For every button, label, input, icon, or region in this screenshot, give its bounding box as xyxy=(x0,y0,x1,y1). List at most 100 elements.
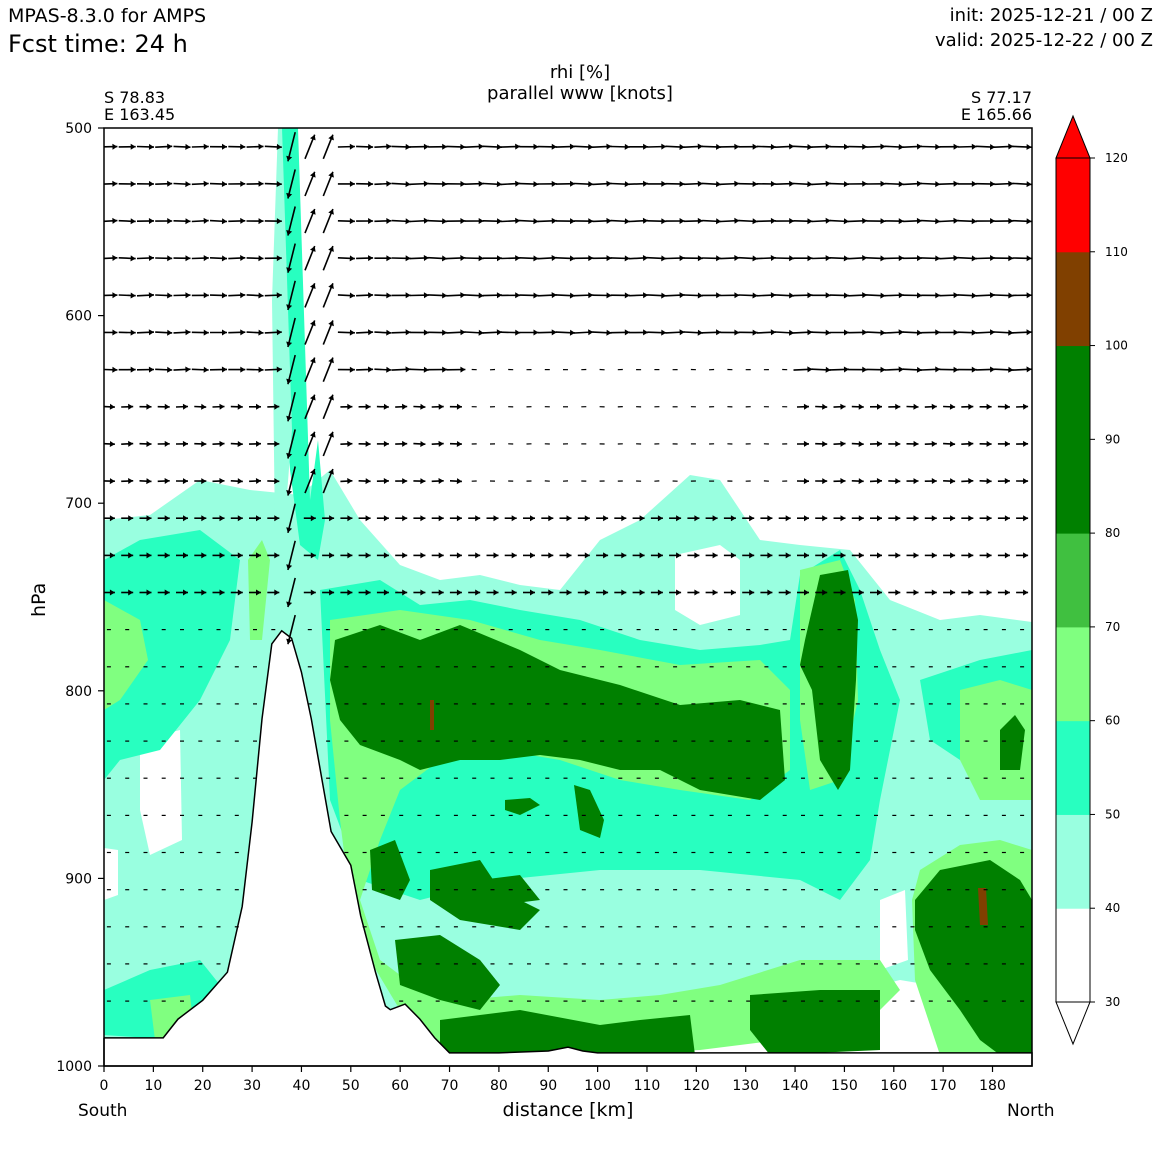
x-tick-label: 80 xyxy=(490,1078,508,1094)
wind-arrow-head xyxy=(349,143,355,150)
wind-arrow-head xyxy=(676,589,682,596)
wind-arrow-head xyxy=(676,515,682,522)
wind-arrow-head xyxy=(844,143,849,150)
wind-arrow-head xyxy=(258,255,264,262)
wind-arrow-head xyxy=(1008,255,1014,262)
wind-arrow-head xyxy=(240,143,246,150)
wind-arrow-head xyxy=(349,329,355,336)
wind-arrow-head xyxy=(286,192,293,199)
wind-arrow-head xyxy=(515,292,521,299)
wind-arrow-head xyxy=(734,217,740,224)
wind-arrow-head xyxy=(442,292,448,299)
wind-arrow-head xyxy=(624,292,630,299)
wind-arrow-head xyxy=(130,143,136,150)
wind-arrow-head xyxy=(460,143,466,150)
wind-arrow-head xyxy=(286,155,293,162)
wind-arrow-head xyxy=(402,552,408,559)
wind-arrow-head xyxy=(203,366,209,373)
wind-arrow-head xyxy=(804,589,809,596)
wind-arrow-head xyxy=(365,403,371,410)
wind-arrow-head xyxy=(880,218,886,225)
wind-arrow-head xyxy=(256,403,261,410)
south-label: South xyxy=(78,1101,128,1121)
wind-arrow-head xyxy=(442,329,448,336)
wind-arrow-head xyxy=(716,181,722,188)
wind-arrow-head xyxy=(843,218,849,225)
wind-arrow-head xyxy=(386,329,392,336)
wind-arrow-head xyxy=(310,171,316,178)
wind-arrow-head xyxy=(639,589,645,596)
wind-arrow-head xyxy=(916,143,922,150)
wind-arrow-head xyxy=(694,589,700,596)
wind-arrow-head xyxy=(898,218,904,225)
wind-arrow-head xyxy=(203,143,209,150)
colorbar-label: 30 xyxy=(1105,995,1120,1009)
wind-arrow-head xyxy=(276,143,282,150)
wind-arrow-head xyxy=(185,255,191,262)
rhi-80-region xyxy=(800,570,858,790)
wind-arrow-head xyxy=(785,515,791,522)
wind-arrow-head xyxy=(221,255,227,262)
wind-arrow-head xyxy=(493,515,499,522)
wind-arrow-head xyxy=(968,440,974,447)
wind-arrow-head xyxy=(328,431,334,438)
wind-arrow-head xyxy=(569,292,575,299)
wind-arrow-head xyxy=(570,180,575,187)
wind-arrow-head xyxy=(420,589,426,596)
wind-arrow-head xyxy=(497,255,502,262)
wind-arrow-head xyxy=(862,143,868,150)
wind-arrow-head xyxy=(286,341,293,347)
wind-arrow-head xyxy=(840,515,846,522)
wind-arrow-head xyxy=(365,440,371,447)
colorbar-label: 60 xyxy=(1105,714,1120,728)
wind-arrow-head xyxy=(148,292,154,299)
wind-arrow-head xyxy=(347,440,353,447)
wind-arrow-head xyxy=(368,218,374,224)
x-tick-label: 10 xyxy=(144,1078,162,1094)
wind-arrow-head xyxy=(588,292,594,299)
wind-arrow-head xyxy=(164,515,170,522)
colorbar-label: 100 xyxy=(1105,339,1128,353)
wind-arrow-head xyxy=(423,255,429,261)
wind-arrow-head xyxy=(877,515,882,522)
wind-arrow-head xyxy=(971,292,977,299)
wind-arrow-head xyxy=(146,552,152,559)
wind-arrow-head xyxy=(365,552,371,559)
wind-arrow-head xyxy=(789,292,795,299)
wind-arrow-head xyxy=(697,255,703,262)
wind-arrow-head xyxy=(898,181,904,188)
wind-arrow-head xyxy=(858,478,864,485)
wind-arrow-head xyxy=(935,292,941,299)
wind-arrow-head xyxy=(551,143,557,150)
wind-arrow-head xyxy=(328,469,334,475)
wind-arrow-head xyxy=(986,403,992,410)
wind-arrow-head xyxy=(730,552,736,559)
wind-arrow-head xyxy=(329,552,335,559)
wind-arrow-head xyxy=(185,329,191,336)
wind-arrow-head xyxy=(258,329,264,336)
wind-arrow-head xyxy=(953,292,959,299)
wind-arrow-head xyxy=(621,515,627,522)
wind-arrow-head xyxy=(128,440,134,447)
wind-arrow-head xyxy=(478,180,484,187)
wind-arrow-head xyxy=(917,292,922,299)
wind-arrow-head xyxy=(475,552,481,559)
wind-arrow-head xyxy=(310,589,316,596)
wind-arrow-head xyxy=(310,552,316,559)
wind-arrow-head xyxy=(423,143,429,150)
wind-arrow-head xyxy=(530,515,535,522)
wind-arrow-head xyxy=(310,431,316,438)
wind-arrow-head xyxy=(986,515,992,522)
colorbar-segment xyxy=(1056,345,1090,440)
wind-arrow-head xyxy=(916,180,922,187)
colorbar-label: 80 xyxy=(1105,526,1120,540)
wind-arrow-head xyxy=(990,181,996,187)
x-tick-label: 70 xyxy=(441,1078,459,1094)
wind-arrow-head xyxy=(639,515,645,522)
wind-arrow-head xyxy=(201,478,207,485)
wind-arrow-head xyxy=(130,181,136,187)
wind-arrow-head xyxy=(112,217,118,224)
wind-arrow-head xyxy=(383,589,389,596)
wind-arrow-head xyxy=(276,218,282,225)
